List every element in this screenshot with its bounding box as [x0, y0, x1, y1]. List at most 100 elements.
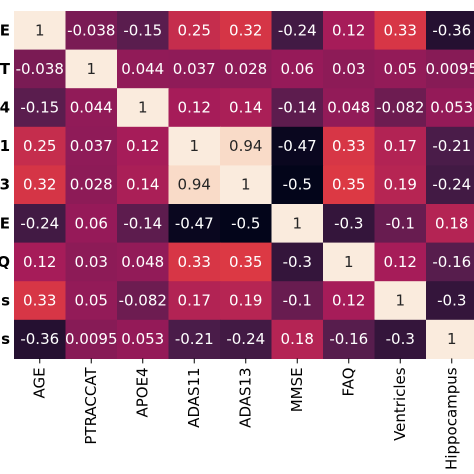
cell-value-label: -0.3 [334, 214, 363, 232]
cell-value-label: 0.25 [23, 137, 56, 155]
heatmap-cell [374, 11, 427, 51]
heatmap-cell [374, 204, 427, 244]
cell-value-label: 0.0095 [426, 60, 474, 78]
heatmap-cell [14, 11, 67, 51]
y-tick-label: Q [0, 253, 10, 271]
cell-value-label: 0.35 [229, 253, 262, 271]
cell-value-label: -0.1 [283, 292, 312, 310]
heatmap-cell [14, 49, 67, 89]
cell-value-label: 0.33 [384, 21, 417, 39]
cell-value-label: 0.32 [229, 21, 262, 39]
cell-value-label: 0.048 [327, 99, 370, 117]
heatmap-cell [426, 49, 474, 89]
y-tick-label: 4 [0, 99, 10, 117]
heatmap-cell [374, 88, 427, 128]
cell-value-label: 1 [447, 330, 457, 348]
heatmap-cell [168, 319, 221, 359]
cell-value-label: 0.94 [229, 137, 262, 155]
heatmap-cell [271, 49, 324, 89]
x-tick-label: APOE4 [134, 367, 152, 417]
cell-value-label: 1 [86, 60, 96, 78]
heatmap-cell [220, 11, 273, 51]
cell-value-label: 0.17 [178, 292, 211, 310]
cell-value-label: -0.1 [386, 214, 415, 232]
heatmap-cell [374, 319, 427, 359]
heatmap-cell [323, 126, 376, 166]
heatmap-cell [168, 242, 221, 282]
x-tick-label: Ventricles [391, 367, 409, 441]
cell-value-label: 0.18 [435, 214, 468, 232]
heatmap-cell [323, 11, 376, 51]
cell-value-label: -0.082 [119, 292, 167, 310]
y-tick-label: E [0, 214, 10, 232]
heatmap-cell [65, 49, 118, 89]
y-tick-label: s [1, 330, 10, 348]
cell-value-label: 0.25 [178, 21, 211, 39]
heatmap-cell [65, 204, 118, 244]
cell-value-label: 0.14 [126, 176, 159, 194]
cell-value-label: 0.14 [229, 99, 262, 117]
cell-value-label: -0.24 [278, 21, 317, 39]
cell-value-label: 0.17 [384, 137, 417, 155]
x-tick-label: ADAS11 [185, 367, 203, 427]
heatmap-cell [374, 165, 427, 205]
heatmap-cell [14, 88, 67, 128]
heatmap-cell [117, 88, 170, 128]
cell-value-label: -0.038 [16, 60, 64, 78]
x-axis-ticks: AGE PTRACCAT APOE4 ADAS11 ADAS13 MMSE FAQ Ventr… [31, 358, 461, 470]
heatmap-cell [271, 204, 324, 244]
heatmap-cell [374, 126, 427, 166]
cell-value-label: 0.05 [384, 60, 417, 78]
heatmap-cell [65, 88, 118, 128]
cell-value-label: -0.14 [278, 99, 317, 117]
cell-value-label: -0.3 [386, 330, 415, 348]
cell-value-label: 0.053 [430, 99, 473, 117]
cell-value-label: 0.19 [384, 176, 417, 194]
heatmap-cell [323, 165, 376, 205]
cell-value-label: 0.12 [332, 21, 365, 39]
heatmap-cell [426, 165, 474, 205]
heatmap-cells: 1 -0.038 -0.15 0.25 0.32 -0.24 0.12 0.33 -0.36 -0… [14, 11, 474, 359]
cell-value-label: 0.044 [121, 60, 164, 78]
heatmap-cell [271, 165, 324, 205]
heatmap-cell [168, 49, 221, 89]
heatmap-cell [220, 319, 273, 359]
heatmap-cell [117, 11, 170, 51]
cell-value-label: -0.36 [20, 330, 59, 348]
heatmap-cell [168, 204, 221, 244]
heatmap-cell [220, 281, 273, 321]
cell-value-label: 0.053 [121, 330, 164, 348]
cell-value-label: -0.21 [175, 330, 214, 348]
cell-value-label: 1 [241, 176, 251, 194]
heatmap-cell [168, 281, 221, 321]
heatmap-cell [426, 204, 474, 244]
heatmap-cell [14, 204, 67, 244]
cell-value-label: 0.12 [178, 99, 211, 117]
cell-value-label: 0.03 [75, 253, 108, 271]
heatmap-cell [14, 281, 67, 321]
cell-value-label: 0.06 [75, 214, 108, 232]
cell-value-label: -0.47 [278, 137, 317, 155]
heatmap-cell [323, 242, 376, 282]
heatmap-cell [426, 281, 474, 321]
heatmap-cell [271, 126, 324, 166]
cell-value-label: 0.12 [332, 292, 365, 310]
cell-value-label: -0.3 [283, 253, 312, 271]
cell-value-label: 0.06 [281, 60, 314, 78]
heatmap-cell [117, 319, 170, 359]
cell-value-label: 0.32 [23, 176, 56, 194]
cell-value-label: 0.028 [70, 176, 113, 194]
x-tick-label: ADAS13 [237, 367, 255, 427]
cell-value-label: -0.21 [432, 137, 471, 155]
cell-value-label: 0.33 [332, 137, 365, 155]
heatmap-cell [117, 165, 170, 205]
heatmap-cell [271, 11, 324, 51]
heatmap-cell [271, 242, 324, 282]
heatmap-cell [117, 242, 170, 282]
heatmap-cell [271, 281, 324, 321]
cell-value-label: 0.028 [224, 60, 267, 78]
cell-value-label: 1 [344, 253, 354, 271]
heatmap-cell [65, 319, 118, 359]
y-tick-label: 1 [0, 137, 10, 155]
